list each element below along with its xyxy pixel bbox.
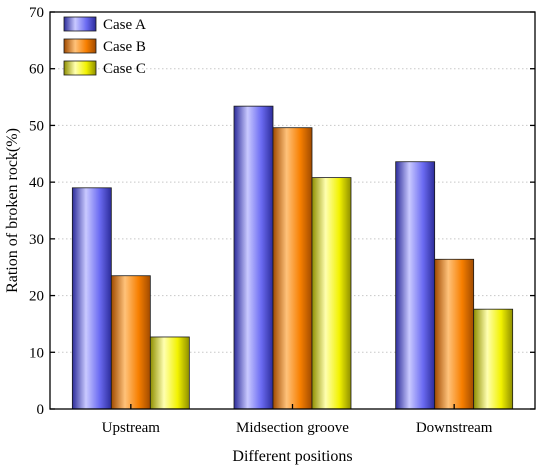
legend-swatch — [63, 38, 97, 54]
bar-case-a-midsection-groove — [233, 105, 274, 410]
y-axis-title: Ration of broken rock(%) — [4, 128, 21, 293]
y-tick-label: 70 — [29, 5, 44, 21]
bars — [71, 105, 514, 410]
y-tick-label: 20 — [29, 289, 44, 305]
legend-swatch — [63, 16, 97, 32]
y-tick-label: 40 — [29, 175, 44, 191]
bar-case-a-upstream — [71, 187, 112, 410]
bar-case-b-upstream — [110, 275, 151, 410]
tick-labels: 0 10 20 30 40 50 60 70 Upstream Midsection groove… — [29, 5, 493, 436]
y-tick-label: 50 — [29, 118, 44, 134]
legend-label: Case C — [103, 61, 146, 77]
bar-case-c-midsection-groove — [311, 177, 352, 410]
legend-swatch — [63, 60, 97, 76]
bar-case-c-downstream — [473, 308, 514, 410]
bar-case-c-upstream — [149, 336, 190, 410]
x-tick-label: Midsection groove — [236, 420, 349, 436]
legend: Case A Case B Case C — [63, 16, 146, 77]
y-tick-label: 30 — [29, 232, 44, 248]
y-tick-label: 60 — [29, 62, 44, 78]
x-axis-title: Different positions — [232, 448, 352, 465]
axes — [49, 11, 536, 410]
x-tick-label: Upstream — [102, 420, 161, 436]
bar-case-b-downstream — [434, 258, 475, 410]
bar-case-b-midsection-groove — [272, 127, 313, 410]
y-tick-label: 0 — [37, 402, 45, 418]
legend-label: Case A — [103, 17, 146, 33]
x-tick-label: Downstream — [416, 420, 493, 436]
legend-label: Case B — [103, 39, 146, 55]
bar-case-a-downstream — [395, 161, 436, 410]
y-tick-label: 10 — [29, 345, 44, 361]
